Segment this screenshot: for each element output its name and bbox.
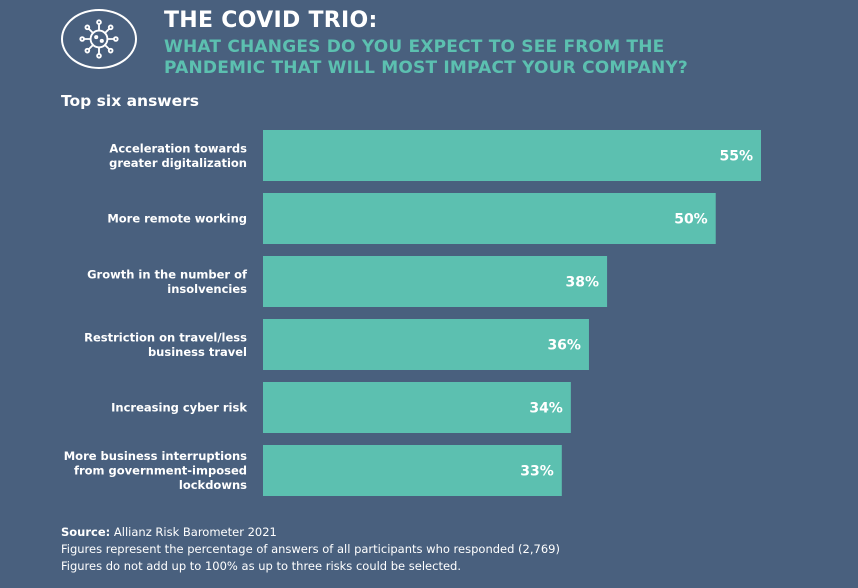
category-label-line: greater digitalization [109,156,247,170]
source-value: Allianz Risk Barometer 2021 [110,525,277,539]
category-label-5: Increasing cyber risk [111,401,247,415]
category-label-line: Growth in the number of [87,267,248,281]
category-label-2: More remote working [107,212,247,226]
subtitle-line-1: WHAT CHANGES DO YOU EXPECT TO SEE FROM T… [164,37,665,57]
category-label-line: insolvencies [167,282,247,296]
page-subtitle: WHAT CHANGES DO YOU EXPECT TO SEE FROM T… [164,37,784,79]
bar-5 [263,382,571,433]
category-label-line: Restriction on travel/less [84,330,247,344]
category-label-6: More business interruptions from governme… [64,449,247,492]
bar-value-label-2: 50% [674,212,708,228]
bar-6 [263,445,562,496]
bar-value-label-1: 55% [719,149,753,165]
subtitle-line-2: PANDEMIC THAT WILL MOST IMPACT YOUR COMP… [164,58,688,78]
category-label-line: More remote working [107,212,247,226]
category-label-line: Increasing cyber risk [111,401,247,415]
category-label-4: Restriction on travel/less business trave… [84,330,247,359]
virus-icon [61,9,137,69]
bar-2 [263,193,716,244]
bar-value-label-3: 38% [566,275,600,291]
section-label: Top six answers [61,92,200,110]
category-label-3: Growth in the number of insolvencies [87,267,248,296]
footer: Source: Allianz Risk Barometer 2021 Figu… [61,524,560,575]
bar-value-label-5: 34% [529,401,563,417]
category-label-line: business travel [148,345,247,359]
source-line: Source: Allianz Risk Barometer 2021 [61,524,560,541]
bar-3 [263,256,608,307]
category-label-line: lockdowns [179,478,247,492]
bar-value-label-6: 33% [520,464,554,480]
page-title: THE COVID TRIO: [164,8,378,33]
category-label-line: More business interruptions [64,449,247,463]
footnote-percentages: Figures do not add up to 100% as up to t… [61,559,461,573]
category-label-line: Acceleration towards [109,141,247,155]
bar-1 [263,130,761,181]
category-label-line: from government-imposed [74,464,247,478]
bar-4 [263,319,589,370]
bar-chart: 55% Acceleration towards greater digitaliz… [64,130,761,496]
source-key: Source: [61,525,111,539]
category-label-1: Acceleration towards greater digitalizati… [109,141,247,170]
bar-value-label-4: 36% [547,338,581,354]
footnote-respondents: Figures represent the percentage of answ… [61,542,560,556]
